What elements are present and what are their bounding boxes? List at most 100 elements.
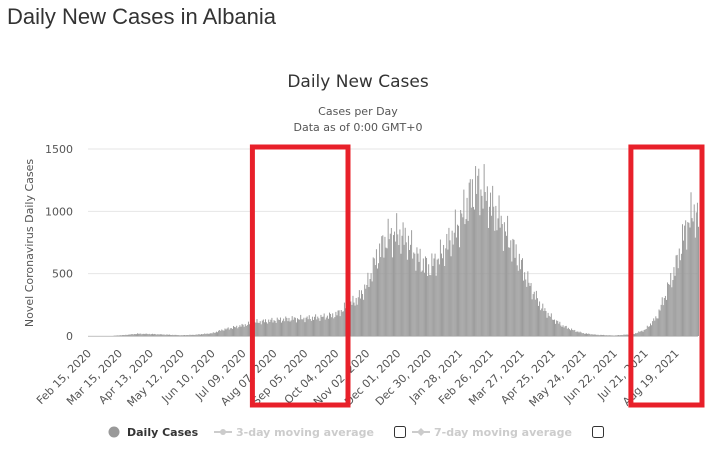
daily-cases-bar[interactable] (603, 335, 604, 336)
daily-cases-bar[interactable] (364, 285, 365, 336)
daily-cases-bar[interactable] (539, 301, 540, 336)
daily-cases-bar[interactable] (677, 255, 678, 336)
daily-cases-bar[interactable] (270, 320, 271, 336)
daily-cases-bar[interactable] (236, 326, 237, 336)
daily-cases-bar[interactable] (173, 335, 174, 336)
daily-cases-bar[interactable] (670, 273, 671, 336)
daily-cases-bar[interactable] (461, 214, 462, 336)
daily-cases-bar[interactable] (645, 330, 646, 336)
daily-cases-bar[interactable] (639, 332, 640, 336)
daily-cases-bar[interactable] (582, 333, 583, 336)
daily-cases-bar[interactable] (654, 321, 655, 336)
daily-cases-bar[interactable] (328, 319, 329, 336)
daily-cases-bar[interactable] (412, 259, 413, 336)
daily-cases-bar[interactable] (490, 193, 491, 336)
daily-cases-bar[interactable] (510, 240, 511, 336)
daily-cases-bar[interactable] (688, 223, 689, 336)
daily-cases-bar[interactable] (431, 253, 432, 336)
daily-cases-bar[interactable] (268, 320, 269, 336)
daily-cases-bar[interactable] (609, 335, 610, 336)
daily-cases-bar[interactable] (453, 245, 454, 336)
daily-cases-bar[interactable] (286, 318, 287, 336)
daily-cases-bar[interactable] (574, 330, 575, 336)
daily-cases-bar[interactable] (213, 332, 214, 336)
daily-cases-bar[interactable] (589, 334, 590, 336)
daily-cases-bar[interactable] (352, 296, 353, 336)
daily-cases-bar[interactable] (202, 334, 203, 336)
daily-cases-bar[interactable] (536, 291, 537, 336)
daily-cases-bar[interactable] (204, 333, 205, 336)
daily-cases-bar[interactable] (162, 335, 163, 336)
daily-cases-bar[interactable] (163, 335, 164, 336)
daily-cases-bar[interactable] (557, 321, 558, 336)
daily-cases-bar[interactable] (313, 320, 314, 336)
daily-cases-bar[interactable] (119, 335, 120, 336)
daily-cases-bar[interactable] (443, 245, 444, 336)
daily-cases-bar[interactable] (416, 247, 417, 336)
daily-cases-bar[interactable] (145, 334, 146, 336)
daily-cases-bar[interactable] (265, 319, 266, 336)
daily-cases-bar[interactable] (398, 245, 399, 336)
daily-cases-bar[interactable] (193, 335, 194, 336)
daily-cases-bar[interactable] (683, 241, 684, 336)
daily-cases-bar[interactable] (444, 266, 445, 336)
daily-cases-bar[interactable] (342, 312, 343, 336)
daily-cases-bar[interactable] (652, 321, 653, 336)
daily-cases-bar[interactable] (546, 311, 547, 336)
daily-cases-bar[interactable] (408, 236, 409, 336)
daily-cases-bar[interactable] (375, 265, 376, 336)
daily-cases-bar[interactable] (415, 271, 416, 336)
daily-cases-bar[interactable] (134, 334, 135, 336)
daily-cases-bar[interactable] (319, 321, 320, 336)
daily-cases-bar[interactable] (181, 335, 182, 336)
daily-cases-bar[interactable] (676, 255, 677, 336)
daily-cases-bar[interactable] (671, 287, 672, 336)
daily-cases-bar[interactable] (178, 335, 179, 336)
daily-cases-bar[interactable] (587, 334, 588, 336)
daily-cases-bar[interactable] (432, 266, 433, 336)
daily-cases-bar[interactable] (496, 230, 497, 336)
daily-cases-bar[interactable] (167, 335, 168, 336)
daily-cases-bar[interactable] (211, 333, 212, 336)
daily-cases-bar[interactable] (227, 328, 228, 336)
daily-cases-bar[interactable] (393, 235, 394, 336)
daily-cases-bar[interactable] (404, 245, 405, 336)
daily-cases-bar[interactable] (601, 335, 602, 336)
daily-cases-bar[interactable] (201, 334, 202, 336)
daily-cases-bar[interactable] (627, 334, 628, 336)
daily-cases-bar[interactable] (634, 334, 635, 336)
daily-cases-bar[interactable] (222, 330, 223, 336)
daily-cases-bar[interactable] (293, 320, 294, 336)
daily-cases-bar[interactable] (302, 319, 303, 336)
daily-cases-bar[interactable] (543, 311, 544, 336)
daily-cases-bar[interactable] (274, 320, 275, 336)
daily-cases-bar[interactable] (315, 314, 316, 336)
daily-cases-bar[interactable] (495, 206, 496, 336)
daily-cases-bar[interactable] (198, 334, 199, 336)
daily-cases-bar[interactable] (191, 335, 192, 336)
daily-cases-bar[interactable] (682, 224, 683, 336)
daily-cases-bar[interactable] (695, 238, 696, 336)
daily-cases-bar[interactable] (580, 332, 581, 336)
daily-cases-bar[interactable] (340, 316, 341, 336)
daily-cases-bar[interactable] (330, 314, 331, 336)
daily-cases-bar[interactable] (314, 317, 315, 336)
daily-cases-bar[interactable] (135, 334, 136, 336)
daily-cases-bar[interactable] (550, 317, 551, 336)
daily-cases-bar[interactable] (428, 264, 429, 336)
daily-cases-bar[interactable] (153, 334, 154, 336)
daily-cases-bar[interactable] (520, 269, 521, 336)
daily-cases-bar[interactable] (384, 237, 385, 336)
daily-cases-bar[interactable] (567, 329, 568, 336)
daily-cases-bar[interactable] (275, 321, 276, 336)
daily-cases-bar[interactable] (142, 334, 143, 336)
daily-cases-bar[interactable] (590, 334, 591, 336)
daily-cases-bar[interactable] (585, 334, 586, 336)
daily-cases-bar[interactable] (195, 335, 196, 336)
daily-cases-bar[interactable] (297, 318, 298, 336)
daily-cases-bar[interactable] (613, 335, 614, 336)
daily-cases-bar[interactable] (371, 273, 372, 336)
daily-cases-bar[interactable] (124, 335, 125, 336)
daily-cases-bar[interactable] (390, 234, 391, 336)
daily-cases-bar[interactable] (518, 271, 519, 336)
